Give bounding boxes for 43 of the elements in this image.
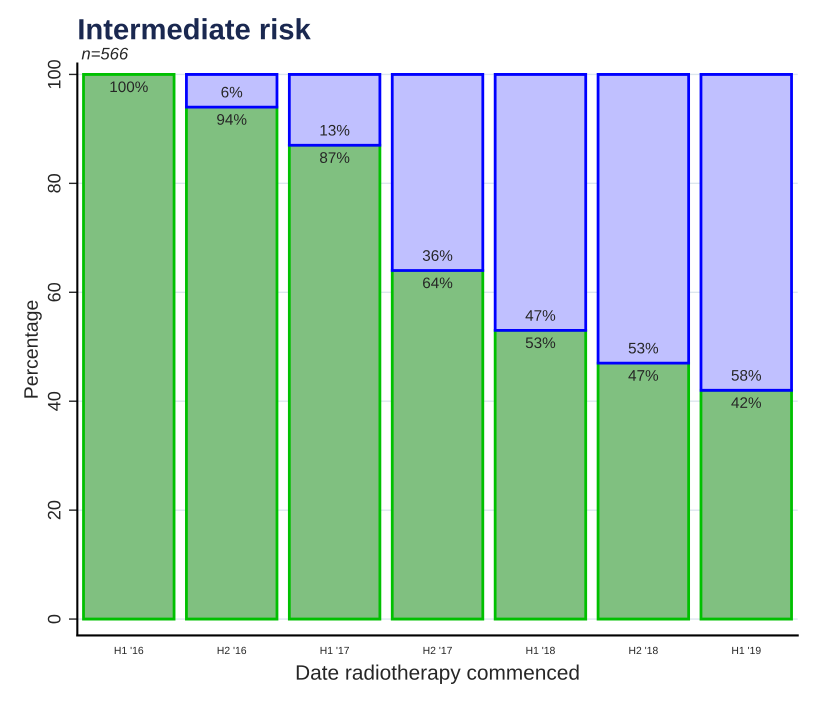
y-axis-title: Percentage (24, 300, 42, 398)
bar (288, 73, 382, 147)
chart-title: Intermediate risk (79, 18, 311, 40)
x-tick-label: H1 '17 (320, 646, 349, 654)
data-label: 47% (526, 310, 556, 321)
x-tick-label: H2 '16 (218, 646, 246, 654)
chart-subtitle: n=566 (82, 48, 128, 60)
data-label: 6% (221, 86, 242, 98)
data-label: 53% (526, 337, 556, 348)
y-tick-label: 0 (48, 614, 61, 624)
y-tick-label: 40 (48, 392, 61, 411)
bar (288, 144, 382, 620)
data-label: 87% (320, 152, 350, 163)
x-tick-label: H1 '16 (114, 646, 144, 654)
y-tick-label: 100 (48, 60, 61, 88)
data-label: 42% (731, 397, 762, 408)
x-tick-label: H2 '17 (423, 646, 452, 654)
x-tick-label: H1 '19 (732, 646, 761, 654)
x-tick-label: H2 '18 (629, 646, 658, 654)
data-label: 100% (110, 81, 148, 92)
data-label: 58% (732, 370, 762, 381)
bar (700, 388, 793, 620)
bar (494, 329, 588, 620)
bar (185, 73, 278, 108)
data-label: 94% (217, 114, 246, 125)
bar (390, 73, 484, 272)
y-tick-label: 60 (48, 282, 61, 302)
bar (596, 73, 690, 364)
bar (390, 269, 484, 620)
bar (494, 73, 588, 332)
bar (700, 73, 793, 392)
bar (185, 106, 278, 620)
y-tick-label: 80 (48, 174, 61, 193)
x-axis-title: Date radiotherapy commenced (296, 664, 579, 684)
bar (82, 73, 176, 620)
x-tick-label: H1 '18 (526, 646, 555, 654)
y-tick-label: 20 (48, 500, 61, 520)
data-label: 53% (628, 342, 658, 354)
data-label: 47% (628, 370, 658, 381)
bar (596, 362, 690, 620)
data-label: 36% (422, 250, 452, 261)
data-label: 13% (320, 124, 350, 136)
data-label: 64% (423, 277, 452, 288)
